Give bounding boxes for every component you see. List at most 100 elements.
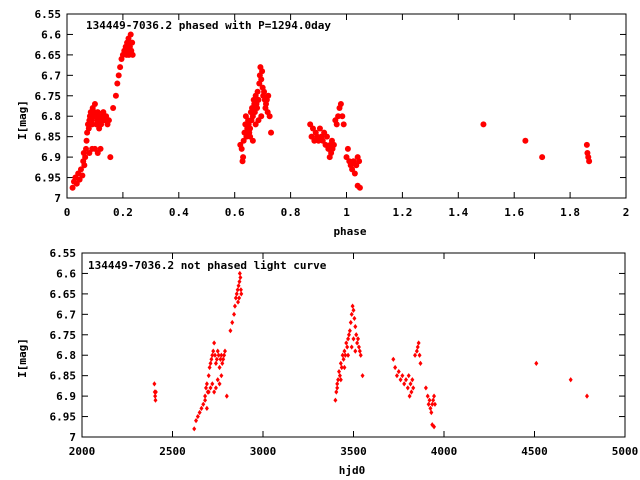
data-point — [236, 283, 241, 289]
x-tick-label: 4500 — [521, 445, 548, 458]
data-point — [195, 413, 200, 420]
data-point — [232, 311, 237, 317]
x-tick-labels: 2000 2500 3000 3500 4000 4500 5000 — [69, 445, 639, 458]
data-point — [568, 377, 573, 383]
data-point — [236, 299, 241, 305]
x-tick-label: 0.8 — [281, 206, 301, 219]
x-tick-label: 1.8 — [560, 206, 580, 219]
data-point — [224, 393, 229, 399]
x-tick-label: 1.4 — [448, 206, 468, 219]
data-point — [351, 336, 356, 342]
y-tick-label: 6.55 — [35, 8, 62, 21]
y-tick-label: 6.9 — [56, 390, 76, 403]
y-tick-label: 6.7 — [56, 308, 76, 321]
data-point — [426, 401, 431, 407]
data-point — [340, 121, 347, 128]
data-point — [349, 311, 354, 317]
data-point — [221, 356, 226, 362]
data-point — [254, 88, 261, 95]
data-point — [348, 319, 353, 326]
data-point — [258, 113, 265, 120]
data-point — [418, 360, 423, 366]
data-point — [153, 393, 158, 399]
data-point — [335, 381, 340, 387]
data-point — [432, 424, 437, 430]
data-point — [409, 389, 414, 395]
data-point — [417, 352, 422, 358]
y-tick-label: 6.75 — [35, 90, 62, 103]
y-tick-labels: 6.55 6.6 6.65 6.7 6.75 6.8 6.85 6.9 6.95 7 — [50, 247, 77, 444]
y-axis-label: I[mag] — [16, 338, 29, 378]
data-point — [351, 307, 356, 313]
data-point — [339, 113, 346, 120]
data-point — [201, 401, 206, 407]
y-tick-label: 6.85 — [50, 370, 77, 383]
data-point — [211, 348, 216, 354]
data-point — [238, 274, 243, 281]
data-point — [414, 348, 419, 354]
data-point — [129, 39, 136, 46]
data-point — [583, 141, 590, 148]
data-point — [339, 364, 344, 371]
data-point — [357, 348, 362, 354]
data-point — [215, 348, 220, 354]
data-point — [323, 133, 330, 140]
data-point — [203, 393, 208, 399]
axis-ticks — [81, 252, 626, 438]
data-point — [81, 162, 88, 169]
data-point — [235, 287, 240, 293]
y-tick-label: 6.75 — [50, 329, 77, 342]
plot-frame — [81, 252, 626, 438]
data-point — [114, 80, 121, 87]
y-tick-label: 7 — [69, 431, 76, 444]
data-point — [203, 397, 208, 403]
data-point — [265, 92, 272, 99]
data-point — [91, 100, 98, 107]
x-tick-label: 1.6 — [504, 206, 524, 219]
data-point — [534, 360, 539, 366]
data-point — [210, 381, 215, 387]
data-point — [356, 158, 363, 165]
x-tick-label: 2500 — [159, 445, 186, 458]
data-point — [105, 117, 112, 124]
plot-frame — [66, 13, 627, 199]
data-point — [539, 154, 546, 161]
data-point — [522, 137, 529, 144]
data-point — [432, 393, 437, 399]
data-point — [586, 158, 593, 165]
x-tick-label: 0.4 — [169, 206, 189, 219]
data-point — [213, 360, 218, 366]
data-point — [115, 72, 122, 79]
data-point — [407, 393, 412, 399]
data-point — [213, 352, 218, 358]
data-point — [360, 373, 365, 379]
data-point — [356, 344, 361, 350]
data-point — [398, 377, 403, 383]
data-point — [393, 364, 398, 371]
data-point — [400, 373, 405, 379]
data-point — [335, 113, 342, 120]
y-tick-labels: 6.55 6.6 6.65 6.7 6.75 6.8 6.85 6.9 6.95 7 — [35, 8, 62, 205]
data-point — [83, 145, 90, 152]
data-point — [152, 381, 157, 387]
data-point — [238, 145, 245, 152]
data-point — [220, 360, 225, 366]
data-point — [85, 125, 92, 132]
x-tick-label: 3000 — [250, 445, 277, 458]
data-point — [346, 352, 351, 358]
data-point — [153, 389, 158, 395]
data-point — [346, 332, 351, 338]
y-tick-label: 6.55 — [50, 247, 77, 260]
data-point — [333, 121, 340, 128]
data-point — [338, 360, 343, 366]
y-tick-label: 6.85 — [35, 131, 62, 144]
data-point — [415, 344, 420, 350]
data-point — [352, 315, 357, 322]
data-point — [353, 324, 358, 330]
data-point — [337, 368, 342, 375]
unphased-light-curve-chart: 2000 2500 3000 3500 4000 4500 5000 6.55 6.6 6.65… — [16, 247, 638, 477]
data-point — [237, 270, 242, 277]
data-point — [430, 401, 435, 407]
data-point — [344, 340, 349, 346]
data-point — [341, 356, 346, 362]
